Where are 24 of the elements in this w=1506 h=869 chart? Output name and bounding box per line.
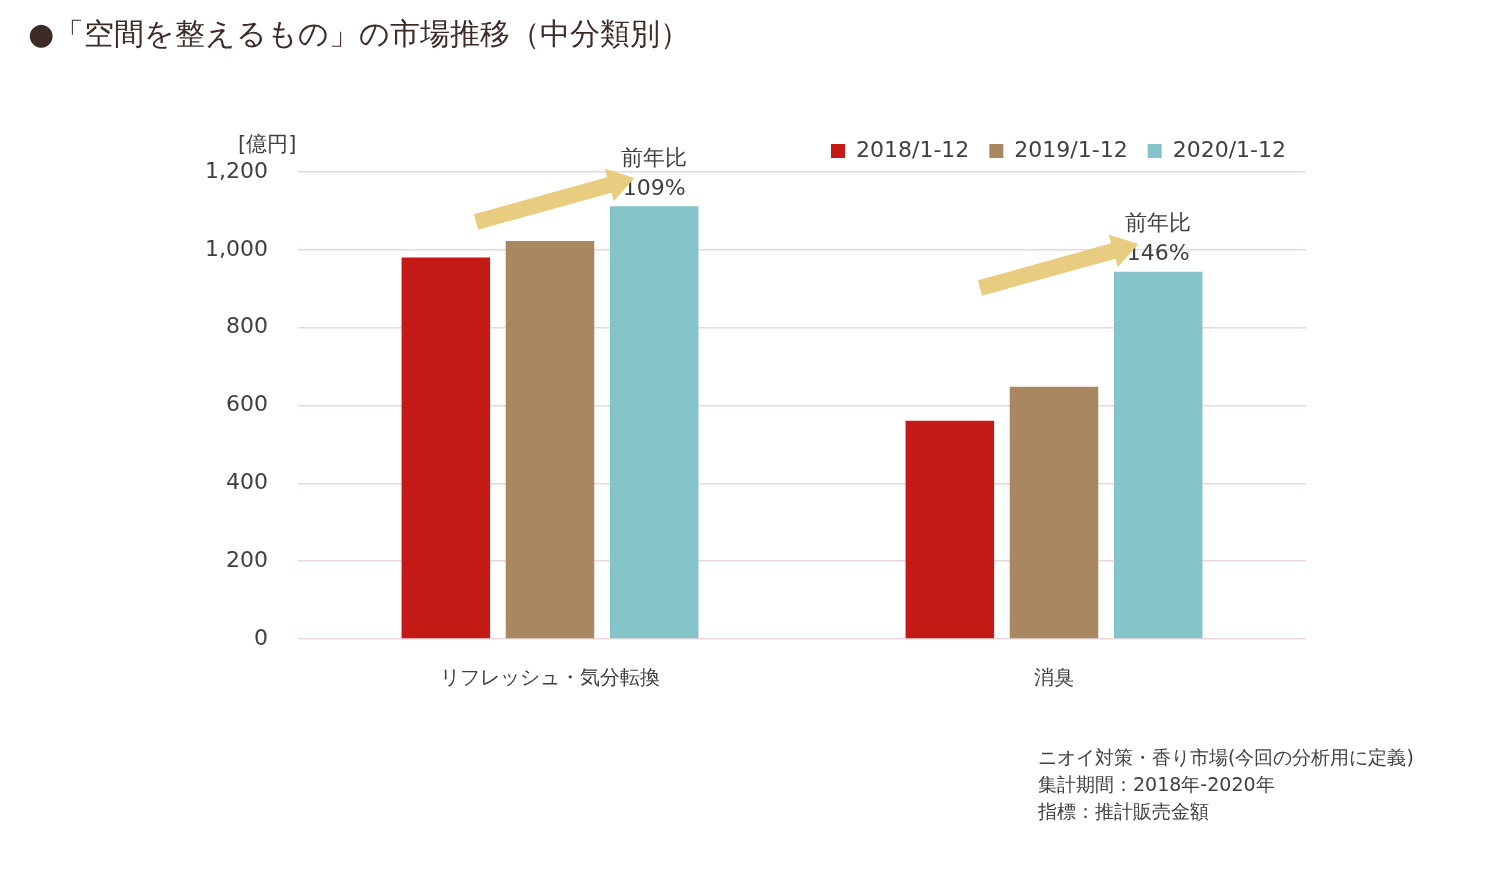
legend-label: 2019/1-12 — [1014, 136, 1128, 162]
y-tick-label: 600 — [225, 391, 268, 417]
annotation: 前年比 109% — [621, 144, 688, 200]
bar — [905, 420, 995, 639]
y-tick-label: 400 — [225, 469, 268, 495]
x-tick-label: リフレッシュ・気分転換 — [439, 665, 660, 690]
bar — [505, 240, 595, 639]
text: ニオイ対策・香り市場(今回の分析用に定義) — [1038, 745, 1414, 770]
bar — [1113, 271, 1203, 639]
legend-label: 2020/1-12 — [1172, 136, 1287, 162]
text: 集計期間：2018年-2020年 — [1038, 772, 1276, 797]
legend-label: 2018/1-12 — [856, 136, 970, 162]
y-tick-label: 200 — [225, 546, 268, 572]
y-tick-label: 1,000 — [205, 235, 268, 261]
y-tick-label: 800 — [225, 313, 268, 339]
y-tick-label: 0 — [253, 624, 268, 650]
x-tick-label: 消臭 — [1034, 665, 1074, 690]
bar — [609, 206, 699, 639]
chart-title: ●「空間を整えるもの」の市場推移（中分類別） — [28, 15, 691, 53]
bar — [1009, 386, 1099, 639]
bar — [401, 257, 491, 639]
y-tick-label: 1,200 — [205, 157, 268, 183]
text: 指標：推計販売金額 — [1038, 799, 1210, 824]
y-axis-title: [億円] — [238, 131, 297, 158]
